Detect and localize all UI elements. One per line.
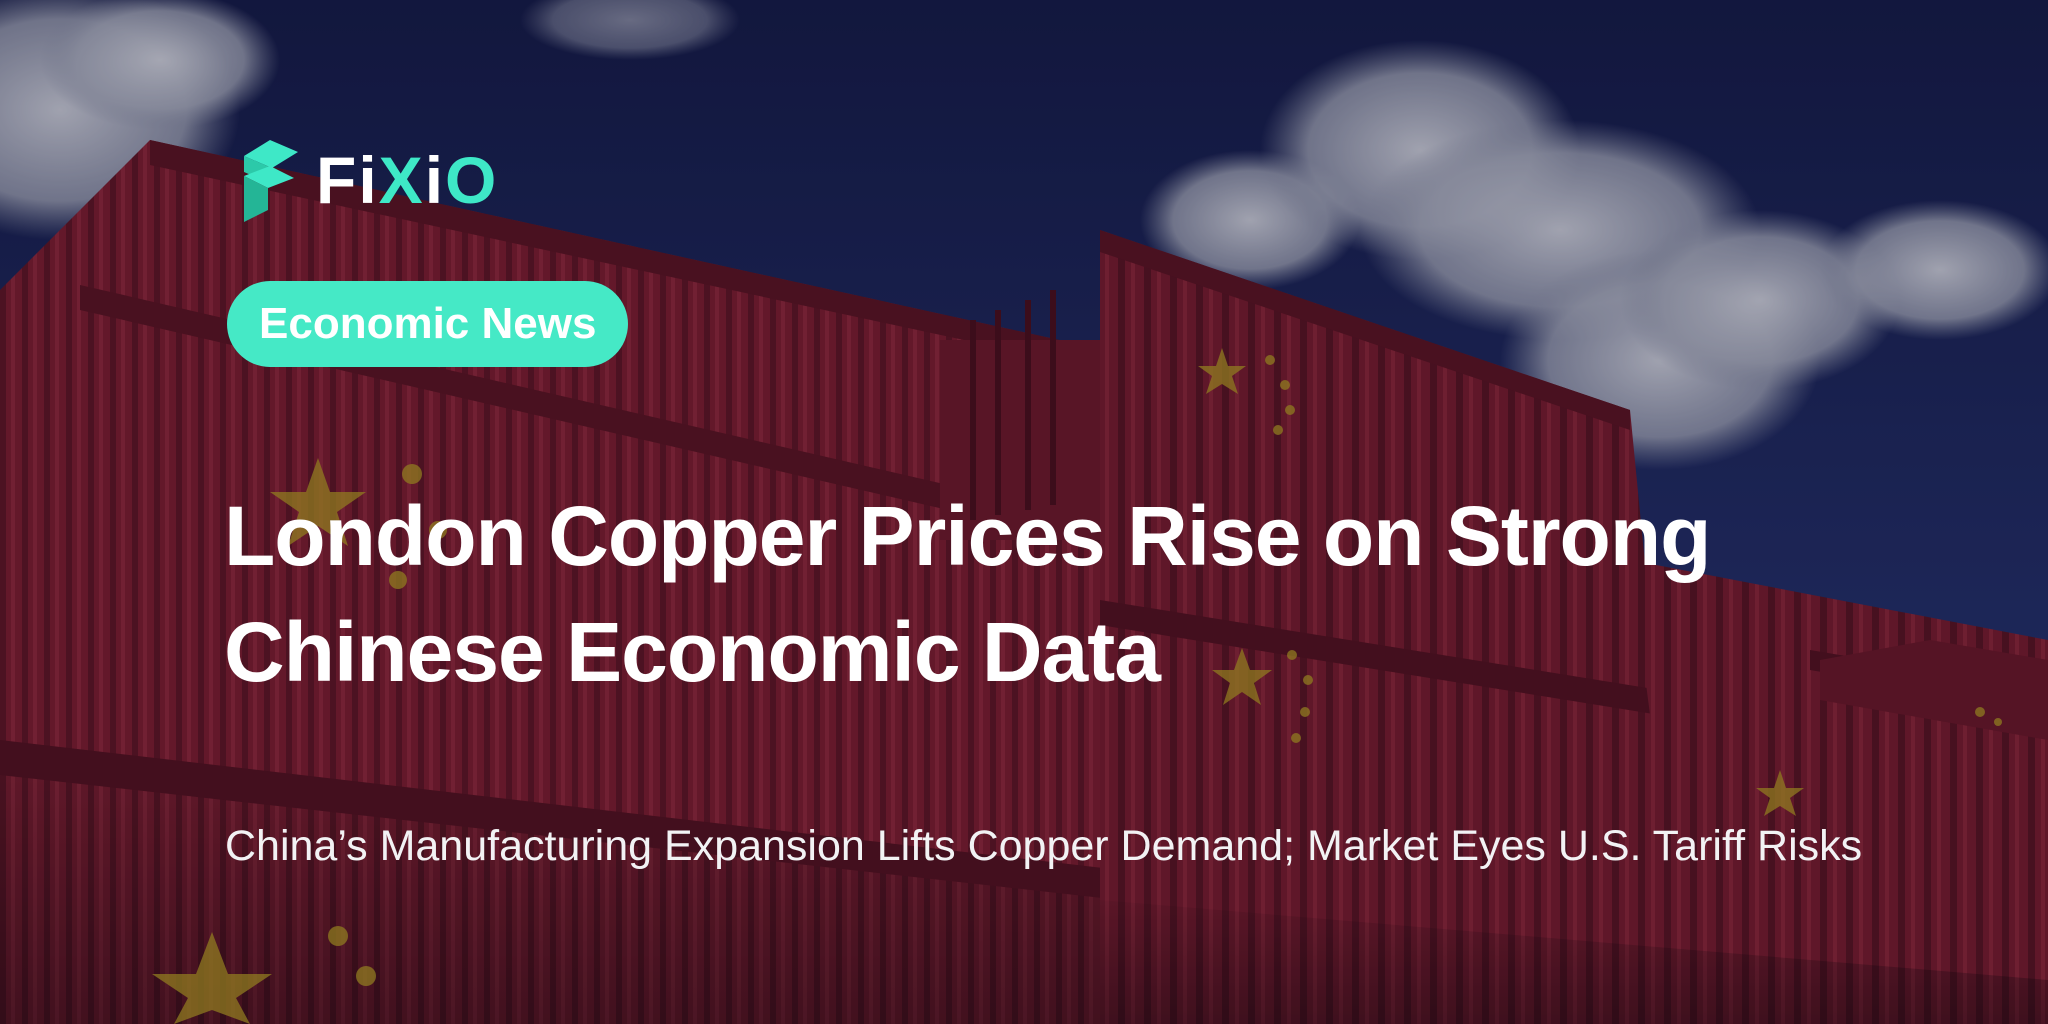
brand-logo[interactable]: FiXiO [240,138,498,222]
brand-name-part: i [424,143,446,217]
category-badge[interactable]: Economic News [227,281,629,367]
container-doors [940,340,1100,540]
brand-name-accent: X [378,143,425,217]
fixio-logo-icon [244,140,298,222]
brand-name-part: Fi [316,143,379,217]
flag-stars [152,348,2002,1024]
brand-name: FiXiO [316,147,498,213]
container-right [1100,230,1690,1024]
article-subtitle: China’s Manufacturing Expansion Lifts Co… [225,822,1863,870]
brand-name-accent: O [445,143,499,217]
article-title: London Copper Prices Rise on Strong Chin… [224,489,1711,699]
